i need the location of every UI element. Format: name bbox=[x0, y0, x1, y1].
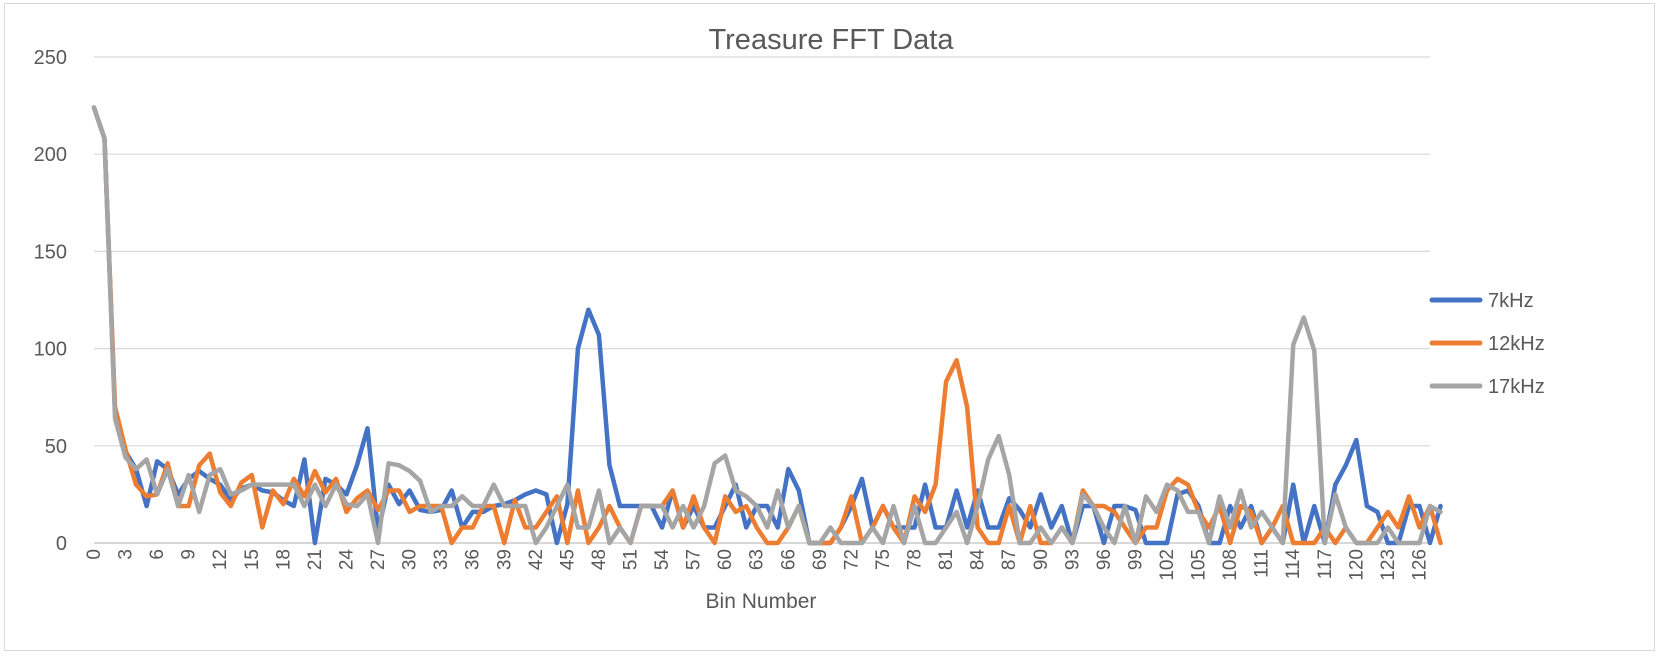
x-tick-label: 96 bbox=[1094, 549, 1115, 570]
x-tick-label: 72 bbox=[841, 549, 862, 570]
x-tick-label: 78 bbox=[905, 549, 926, 570]
x-tick-label: 45 bbox=[557, 549, 578, 570]
x-tick-label: 24 bbox=[336, 549, 357, 571]
series-line-7kHz bbox=[91, 105, 1443, 546]
x-tick-label: 66 bbox=[778, 549, 799, 570]
x-tick-label: 105 bbox=[1189, 549, 1210, 581]
x-tick-label: 63 bbox=[747, 549, 768, 570]
x-tick-label: 42 bbox=[526, 549, 547, 570]
x-tick-label: 114 bbox=[1283, 549, 1304, 580]
x-tick-label: 27 bbox=[368, 549, 389, 570]
x-tick-label: 111 bbox=[1252, 549, 1273, 578]
y-tick-label: 150 bbox=[34, 241, 67, 263]
x-tick-label: 108 bbox=[1220, 549, 1241, 581]
x-tick-label: 51 bbox=[621, 549, 642, 570]
x-tick-label: 102 bbox=[1157, 549, 1178, 581]
x-tick-label: 12 bbox=[210, 549, 231, 570]
legend-item: 12kHz bbox=[1429, 333, 1545, 355]
x-tick-label: 6 bbox=[147, 549, 168, 560]
x-tick-label: 81 bbox=[936, 549, 957, 570]
x-tick-label: 54 bbox=[652, 549, 673, 571]
x-tick-label: 120 bbox=[1346, 549, 1367, 581]
x-axis-ticks: 0 3 6 9 12 15 18 21 24 27 30 33 36 39 42 45 48 51 54 57 60 63… bbox=[84, 549, 1430, 581]
x-tick-label: 90 bbox=[1031, 549, 1052, 570]
series-lines bbox=[91, 105, 1443, 546]
x-tick-label: 15 bbox=[242, 549, 263, 570]
x-tick-label: 75 bbox=[873, 549, 894, 570]
x-axis-title: Bin Number bbox=[706, 590, 817, 613]
x-tick-label: 48 bbox=[589, 549, 610, 570]
series-line-12kHz bbox=[91, 105, 1443, 546]
chart-frame: Treasure FFT Data 0 50 100 150 200 250 0 3 6 9 12… bbox=[4, 3, 1655, 651]
y-tick-label: 0 bbox=[56, 533, 67, 555]
y-tick-label: 250 bbox=[34, 47, 67, 69]
x-tick-label: 84 bbox=[968, 549, 989, 571]
x-tick-label: 57 bbox=[684, 549, 705, 570]
y-tick-label: 50 bbox=[45, 436, 67, 458]
x-tick-label: 117 bbox=[1315, 549, 1336, 579]
legend-item: 7kHz bbox=[1429, 290, 1534, 312]
x-tick-label: 33 bbox=[431, 549, 452, 570]
x-tick-label: 36 bbox=[463, 549, 484, 570]
x-tick-label: 87 bbox=[999, 549, 1020, 570]
x-tick-label: 69 bbox=[810, 549, 831, 570]
x-tick-label: 39 bbox=[494, 549, 515, 570]
series-line-17kHz bbox=[91, 105, 1443, 546]
x-tick-label: 99 bbox=[1125, 549, 1146, 570]
x-tick-label: 123 bbox=[1378, 549, 1399, 581]
legend: 7kHz 12kHz 17kHz bbox=[1429, 290, 1545, 398]
chart-title: Treasure FFT Data bbox=[709, 24, 955, 56]
legend-label: 17kHz bbox=[1488, 376, 1545, 398]
x-tick-label: 18 bbox=[273, 549, 294, 570]
y-axis-ticks: 0 50 100 150 200 250 bbox=[34, 47, 67, 555]
x-tick-label: 3 bbox=[116, 549, 137, 560]
x-tick-label: 21 bbox=[305, 549, 326, 570]
legend-item: 17kHz bbox=[1429, 376, 1545, 398]
gridlines bbox=[94, 56, 1430, 544]
x-tick-label: 60 bbox=[715, 549, 736, 570]
legend-label: 12kHz bbox=[1488, 333, 1545, 355]
x-tick-label: 30 bbox=[400, 549, 421, 570]
y-tick-label: 200 bbox=[34, 144, 67, 166]
x-tick-label: 93 bbox=[1062, 549, 1083, 570]
x-tick-label: 0 bbox=[84, 549, 105, 560]
y-tick-label: 100 bbox=[34, 339, 67, 361]
x-tick-label: 9 bbox=[179, 549, 200, 560]
x-tick-label: 126 bbox=[1409, 549, 1430, 581]
legend-label: 7kHz bbox=[1488, 290, 1534, 312]
